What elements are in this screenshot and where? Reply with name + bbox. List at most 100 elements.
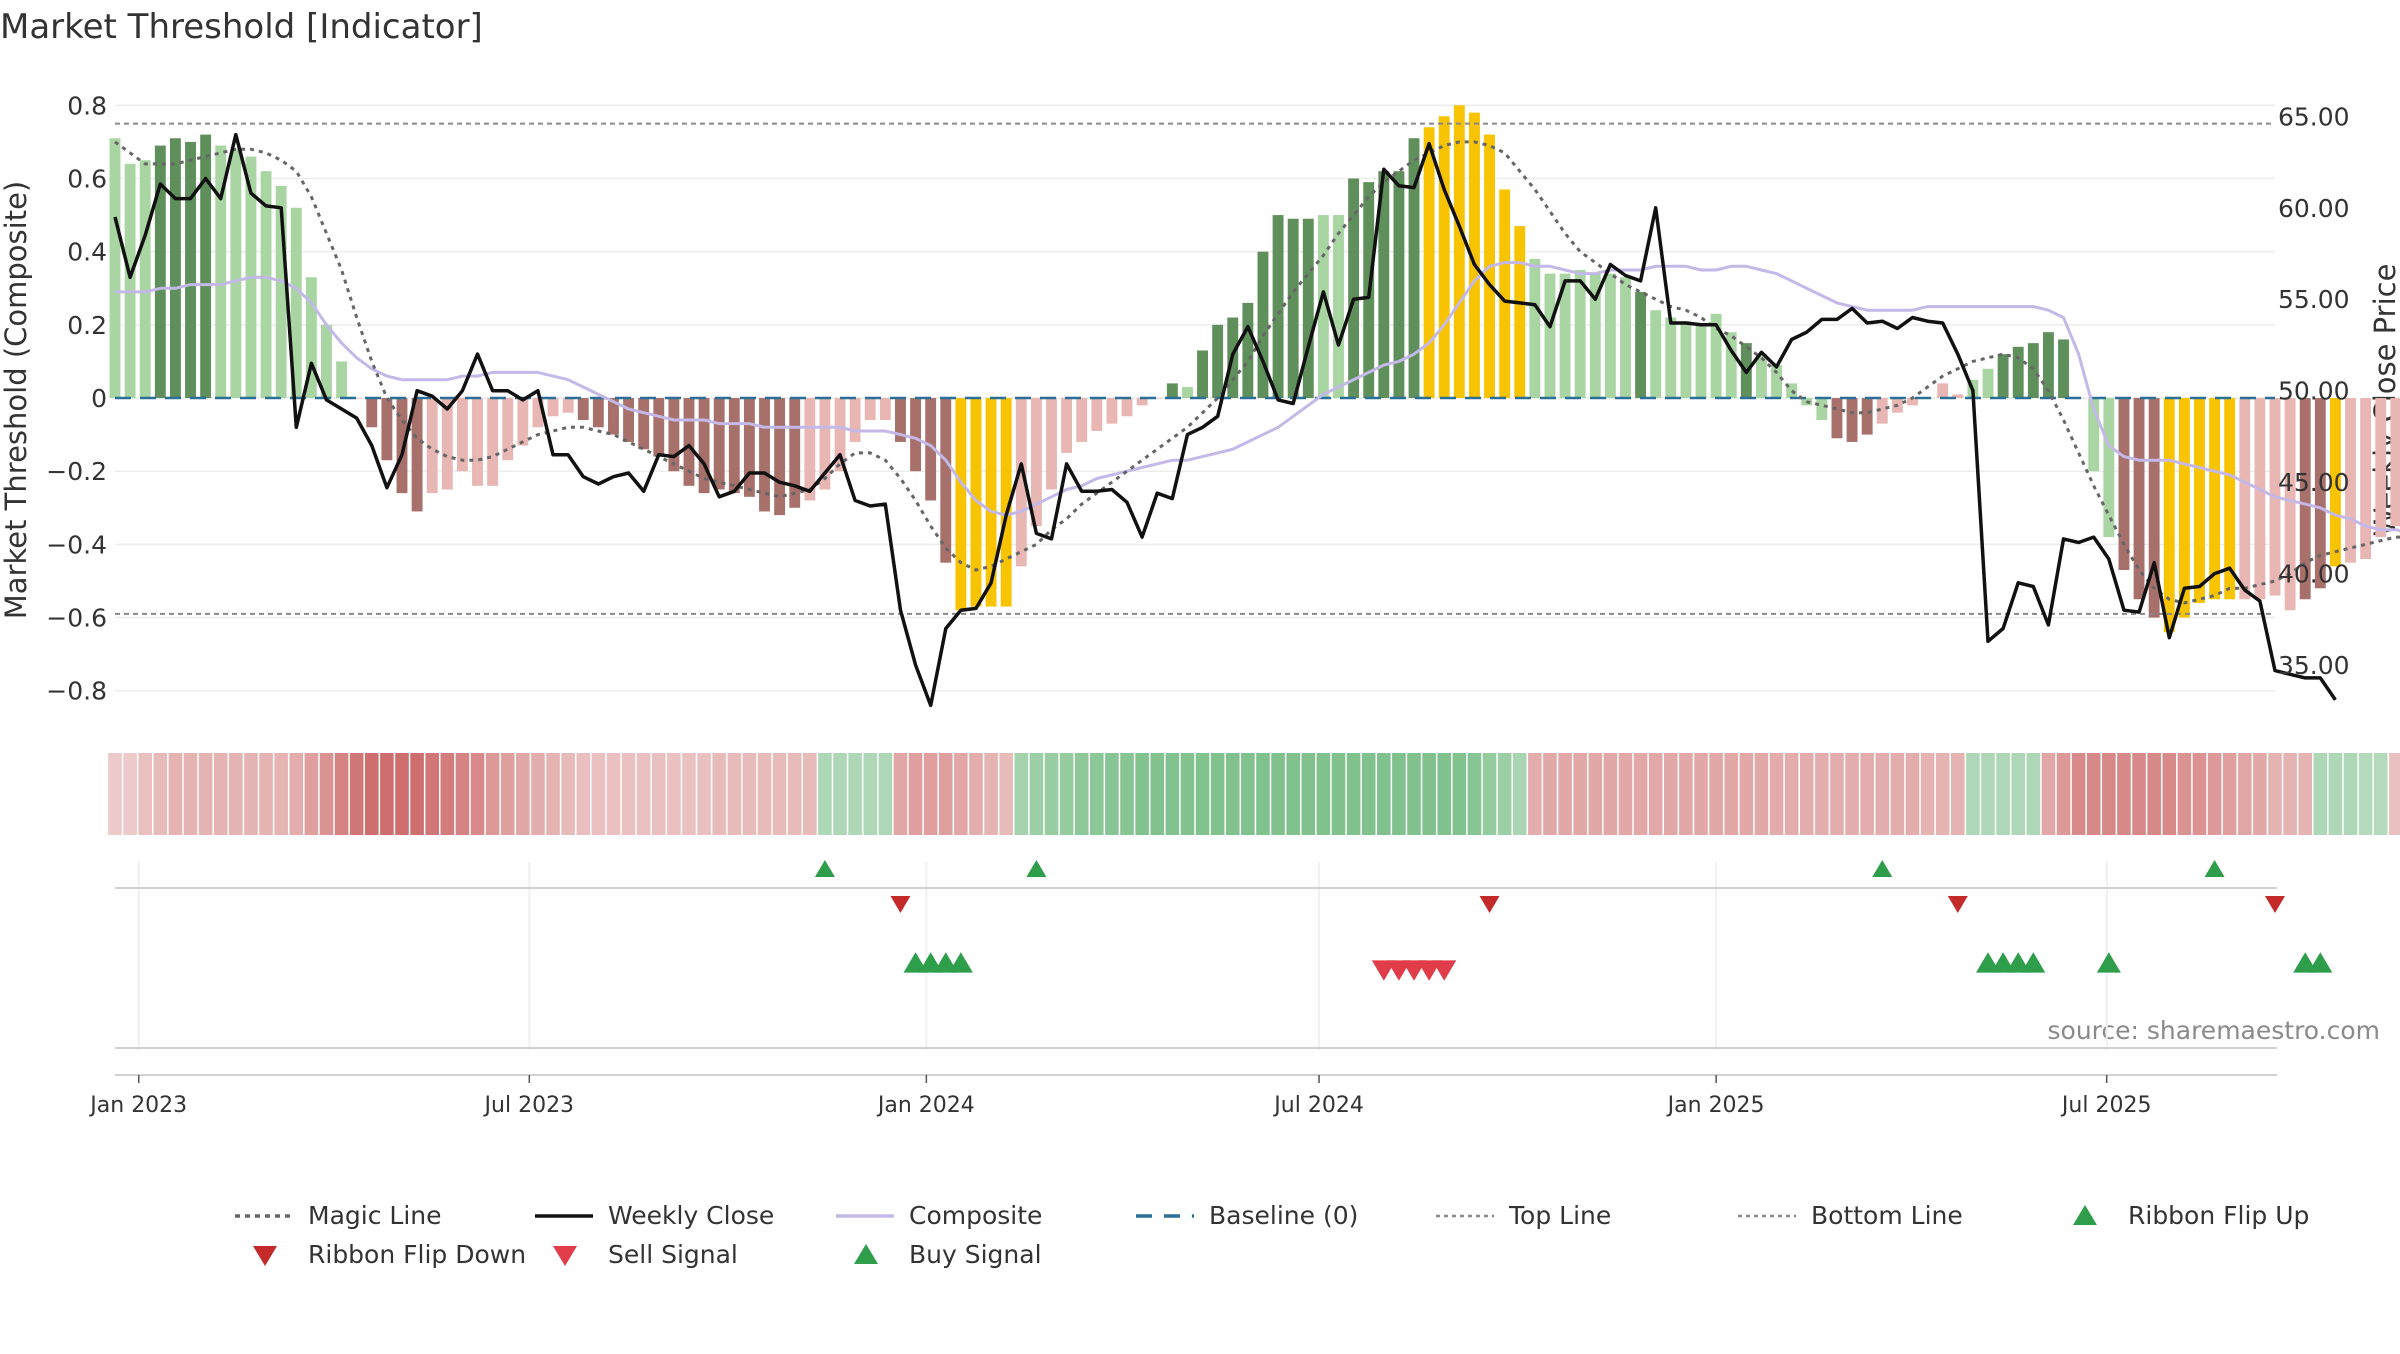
ribbon-cell [863, 753, 878, 835]
composite-bar [1378, 171, 1390, 399]
signal-markers [814, 860, 2333, 981]
buy-signal-marker [2293, 952, 2318, 973]
composite-bar [351, 398, 363, 399]
composite-bar [638, 398, 650, 450]
composite-bar [608, 398, 619, 435]
series-lines [113, 122, 2400, 708]
composite-bar [2178, 398, 2190, 618]
x-tick-label: Jul 2023 [483, 1093, 575, 1118]
legend-swatch [2073, 1205, 2097, 1225]
composite-bar [895, 398, 906, 442]
ribbon-cell [1286, 753, 1300, 835]
ribbon-cell [1724, 753, 1739, 835]
composite-bar [2390, 398, 2400, 527]
y-tick-label: −0.4 [46, 530, 107, 559]
ribbon-cell [1664, 753, 1678, 835]
source-credit: source: sharemaestro.com [2048, 1016, 2381, 1045]
composite-bar [1635, 291, 1647, 399]
buy-signal-marker [1976, 952, 2001, 973]
composite-bar [1937, 383, 1949, 399]
ribbon-flip-up-marker [1026, 860, 1047, 877]
ribbon-cell [183, 753, 198, 835]
composite-bar [1604, 273, 1616, 399]
composite-bar [2284, 398, 2296, 611]
composite-bar [1136, 398, 1148, 406]
ribbon-cell [289, 753, 304, 835]
ribbon-cell [229, 753, 243, 835]
legend-label: Magic Line [308, 1201, 442, 1230]
ribbon-cell [576, 753, 591, 835]
ribbon-cell [364, 753, 379, 835]
ribbon-cell [1014, 753, 1029, 835]
legend-swatch [553, 1246, 577, 1266]
composite-bar [321, 324, 332, 399]
composite-bar [1786, 383, 1798, 399]
composite-bar [653, 398, 665, 457]
legend-label: Baseline (0) [1209, 1201, 1358, 1230]
ribbon-cell [1044, 753, 1059, 835]
composite-bar [396, 398, 408, 494]
composite-bar [487, 398, 499, 486]
ribbon-cell [2147, 753, 2161, 835]
buy-signal-marker [2308, 952, 2333, 973]
composite-bar [472, 398, 483, 486]
x-tick-label: Jan 2023 [88, 1093, 187, 1118]
ribbon-cell [561, 753, 575, 835]
ribbon-cell [848, 753, 862, 835]
x-tick-label: Jul 2024 [1272, 1093, 1364, 1118]
ribbon-cell [2328, 753, 2343, 835]
ribbon-cell [1739, 753, 1754, 835]
ribbon-cell [954, 753, 968, 835]
composite-bar [1453, 105, 1465, 399]
ribbon-cell [1271, 753, 1285, 835]
composite-bar [426, 398, 438, 494]
y2-tick-label: 50.00 [2278, 377, 2350, 406]
ribbon-cell [833, 753, 847, 835]
ribbon-cell [1437, 753, 1452, 835]
ribbon-cell [1361, 753, 1376, 835]
ribbon-cell [2162, 753, 2177, 835]
legend-label: Ribbon Flip Down [308, 1240, 526, 1269]
composite-bar [834, 398, 846, 472]
ribbon-flip-down-marker [1947, 896, 1968, 913]
y2-tick-label: 45.00 [2278, 468, 2350, 497]
ribbon-cell [470, 753, 485, 835]
composite-bar [2375, 398, 2387, 538]
ribbon-cell [1769, 753, 1784, 835]
legend-label: Buy Signal [909, 1240, 1042, 1269]
composite-bar [1695, 324, 1707, 399]
ribbon-cell [440, 753, 455, 835]
gridlines [115, 104, 2275, 1050]
ribbon-cell [1150, 753, 1165, 835]
ribbon-cell [1090, 753, 1104, 835]
composite-bar [1393, 171, 1405, 399]
composite-bar [2329, 398, 2341, 567]
ribbon-cell [938, 753, 953, 835]
composite-bar [2012, 346, 2024, 399]
ribbon-cell [1195, 753, 1210, 835]
legend-item: Buy Signal [854, 1240, 1042, 1269]
ribbon-cell [2056, 753, 2071, 835]
composite-bar [623, 398, 635, 442]
composite-bar [1212, 324, 1224, 399]
ribbon-cell [198, 753, 213, 835]
x-tick-label: Jul 2025 [2060, 1093, 2152, 1118]
composite-bar [2058, 339, 2069, 399]
composite-bar [713, 398, 725, 490]
ribbon-cell [455, 753, 470, 835]
composite-bar [1665, 317, 1677, 399]
composite-bar [275, 185, 287, 399]
ribbon-cell [908, 753, 923, 835]
ribbon-cell [1120, 753, 1134, 835]
ribbon-cell [1815, 753, 1829, 835]
composite-bar [1438, 116, 1450, 399]
ribbon-cell [2268, 753, 2282, 835]
ribbon-cell [1830, 753, 1844, 835]
ribbon-cell [636, 753, 651, 835]
ribbon-cell [893, 753, 908, 835]
ribbon-cell [1074, 753, 1089, 835]
ribbon-cell [2207, 753, 2222, 835]
composite-bar [200, 134, 212, 399]
y-tick-label: 0.4 [67, 238, 107, 267]
ribbon-cell [999, 753, 1013, 835]
